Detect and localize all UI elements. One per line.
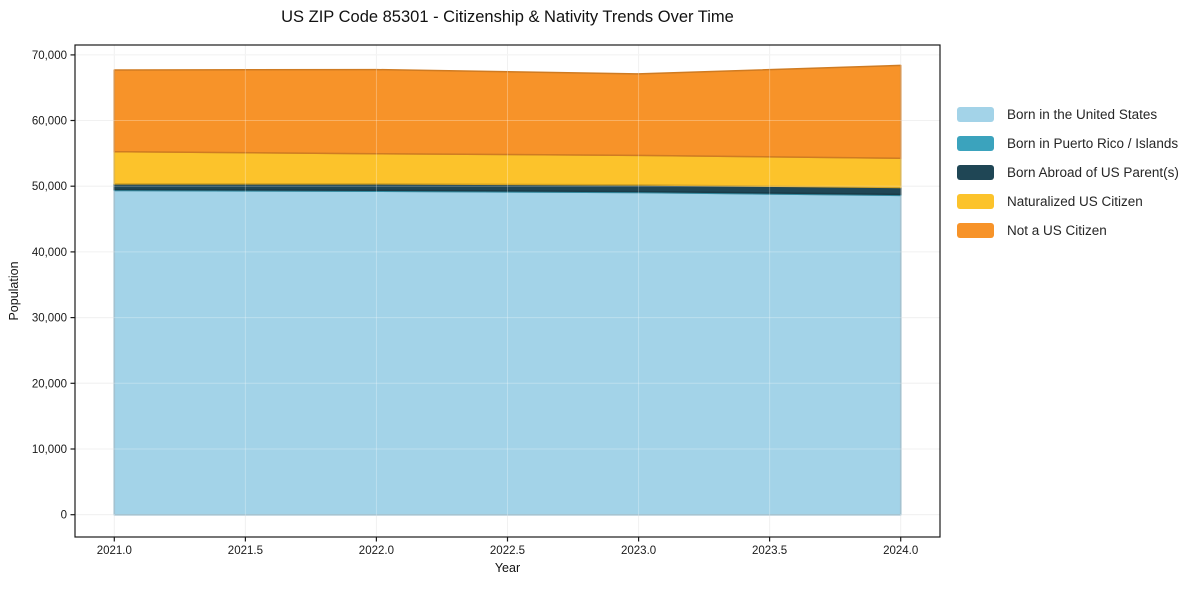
x-tick-label: 2021.0: [97, 545, 132, 557]
y-tick-label: 30,000: [32, 313, 67, 325]
legend-label: Not a US Citizen: [1007, 223, 1107, 238]
x-tick-label: 2023.5: [752, 545, 787, 557]
area-not-a-us-citizen: [113, 64, 902, 160]
legend-item: Naturalized US Citizen: [957, 187, 1189, 216]
legend-swatch: [957, 165, 994, 180]
legend-label: Born in the United States: [1007, 107, 1158, 122]
y-axis-label: Population: [7, 261, 21, 321]
legend: Born in the United States Born in Puerto …: [957, 100, 1189, 245]
legend-swatch: [957, 223, 994, 238]
legend-swatch: [957, 194, 994, 209]
legend-label: Born in Puerto Rico / Islands: [1007, 136, 1179, 151]
x-tick-label: 2023.0: [621, 545, 656, 557]
legend-item: Born in the United States: [957, 100, 1189, 129]
y-tick-label: 20,000: [32, 378, 67, 390]
x-tick-label: 2024.0: [883, 545, 918, 557]
y-tick-label: 60,000: [32, 116, 67, 128]
legend-swatch: [957, 136, 994, 151]
y-tick-label: 70,000: [32, 50, 67, 62]
legend-item: Born Abroad of US Parent(s): [957, 158, 1189, 187]
legend-label: Born Abroad of US Parent(s): [1007, 165, 1179, 180]
y-tick-label: 0: [61, 510, 67, 522]
chart-title: US ZIP Code 85301 - Citizenship & Nativi…: [281, 8, 734, 26]
legend-item: Not a US Citizen: [957, 216, 1189, 245]
legend-item: Born in Puerto Rico / Islands: [957, 129, 1189, 158]
x-tick-label: 2022.0: [359, 545, 394, 557]
x-axis-label: Year: [494, 561, 521, 575]
legend-swatch: [957, 107, 994, 122]
x-tick-label: 2022.5: [490, 545, 525, 557]
y-tick-label: 50,000: [32, 181, 67, 193]
legend-label: Naturalized US Citizen: [1007, 194, 1143, 209]
y-tick-label: 40,000: [32, 247, 67, 259]
y-tick-label: 10,000: [32, 444, 67, 456]
x-tick-label: 2021.5: [228, 545, 263, 557]
